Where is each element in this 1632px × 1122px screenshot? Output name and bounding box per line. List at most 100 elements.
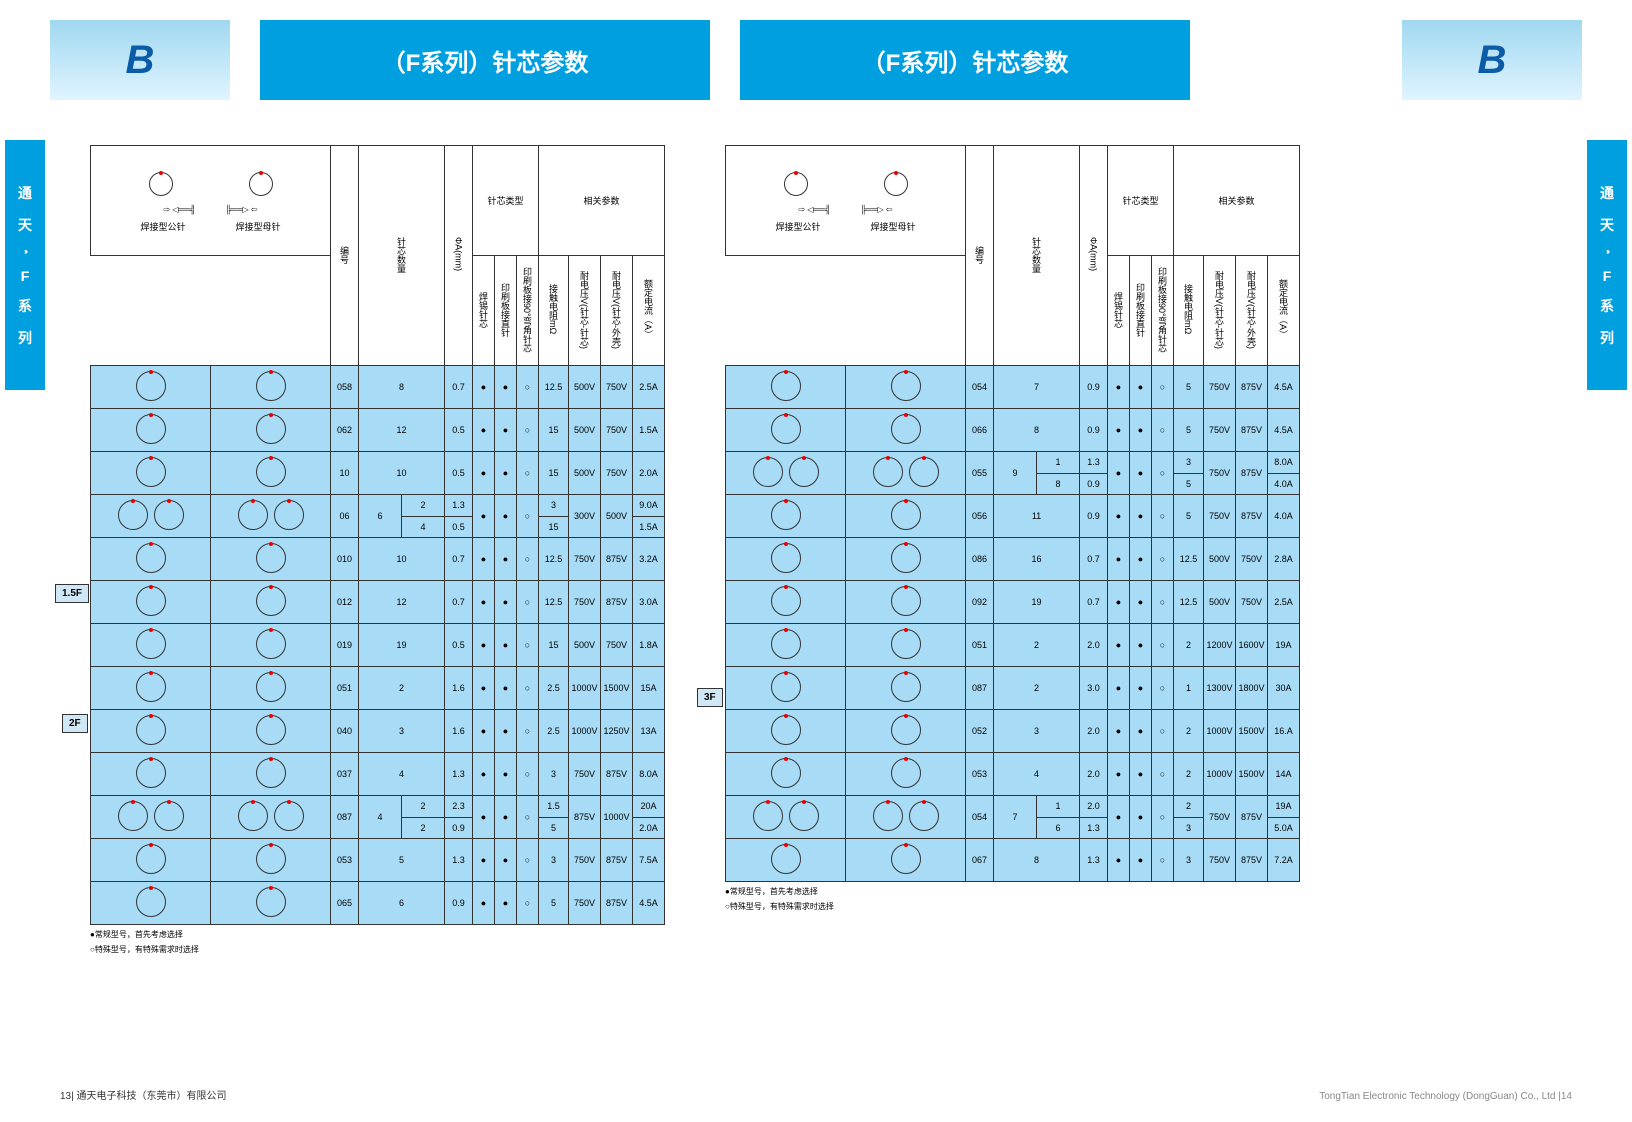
cell-p3: 875V <box>601 753 633 796</box>
cell-p2: 500V <box>569 452 601 495</box>
connector-icon <box>771 414 801 444</box>
diagram-cell <box>91 366 211 409</box>
cell-t1: ● <box>1108 839 1130 882</box>
cell-t2: ● <box>495 495 517 538</box>
diagram-cell <box>846 581 966 624</box>
cell-hao: 056 <box>966 495 994 538</box>
cell-v1: 300V <box>569 495 601 538</box>
cell-zx: 8 <box>994 409 1080 452</box>
diagram-cell <box>211 839 331 882</box>
cell-phi: 0.7 <box>445 538 473 581</box>
cell-zx: 2 <box>994 624 1080 667</box>
diagram-cell <box>91 624 211 667</box>
cell-r: 3 <box>1174 817 1204 839</box>
cell-zx: 9 <box>994 452 1037 495</box>
cell-p2: 750V <box>569 753 601 796</box>
cell-zx: 16 <box>994 538 1080 581</box>
banner-title-right: （F系列）针芯参数 <box>740 20 1190 100</box>
cell-phi: 2.0 <box>1080 753 1108 796</box>
cell-sub-phi: 2.0 <box>1080 796 1108 818</box>
diagram-cell <box>726 538 846 581</box>
cell-t2: ● <box>495 839 517 882</box>
cell-p4: 8.0A <box>633 753 665 796</box>
diagram-cell <box>726 452 846 495</box>
cell-p3: 750V <box>601 409 633 452</box>
cell-p3: 750V <box>601 624 633 667</box>
cell-zx: 19 <box>994 581 1080 624</box>
cell-t2: ● <box>1130 409 1152 452</box>
diagram-cell <box>91 581 211 624</box>
connector-icon <box>753 801 783 831</box>
cell-p1: 3 <box>1174 839 1204 882</box>
cell-t3: ○ <box>1152 495 1174 538</box>
cell-t2: ● <box>1130 495 1152 538</box>
cell-phi: 1.6 <box>445 667 473 710</box>
cell-t2: ● <box>1130 753 1152 796</box>
cell-phi: 0.5 <box>445 452 473 495</box>
cell-phi: 0.9 <box>445 882 473 925</box>
cell-sub-n: 2 <box>402 817 445 839</box>
cell-sub-phi: 1.3 <box>1080 817 1108 839</box>
cell-hao: 06 <box>331 495 359 538</box>
cell-zx: 19 <box>359 624 445 667</box>
connector-icon <box>789 457 819 487</box>
cell-t3: ○ <box>517 495 539 538</box>
group-type: 针芯类型 <box>473 146 539 256</box>
cell-sub-n: 8 <box>1037 473 1080 495</box>
cell-p4: 1.5A <box>633 409 665 452</box>
diagram-cell <box>91 667 211 710</box>
cell-a: 2.0A <box>633 817 665 839</box>
cell-t1: ● <box>473 882 495 925</box>
footer-right: TongTian Electronic Technology (DongGuan… <box>1319 1091 1572 1102</box>
connector-icon <box>909 801 939 831</box>
cell-a: 4.0A <box>1268 473 1300 495</box>
cell-p3: 875V <box>601 538 633 581</box>
diagram-cell <box>211 495 331 538</box>
connector-icon <box>136 844 166 874</box>
diagram-cell <box>726 409 846 452</box>
cell-zx: 7 <box>994 366 1080 409</box>
cell-p4: 3.2A <box>633 538 665 581</box>
right-content: ⇨ ◁══╣╠══▷ ⇦ 焊接型公针 焊接型母针 编号 针芯数量 ΦA(mm) … <box>725 145 1300 912</box>
cell-p3: 875V <box>1236 495 1268 538</box>
diagram-cell <box>211 409 331 452</box>
cell-sub-phi: 0.9 <box>445 817 473 839</box>
cell-t2: ● <box>495 753 517 796</box>
connector-icon <box>136 543 166 573</box>
cell-t3: ○ <box>517 839 539 882</box>
cell-p3: 750V <box>601 366 633 409</box>
connector-icon <box>771 672 801 702</box>
cell-t1: ● <box>473 667 495 710</box>
diagram-cell <box>846 409 966 452</box>
cell-p4: 19A <box>1268 624 1300 667</box>
cell-sub-n: 1 <box>1037 452 1080 474</box>
cell-t1: ● <box>1108 366 1130 409</box>
cell-p1: 5 <box>539 882 569 925</box>
cell-hao: 066 <box>966 409 994 452</box>
diagram-cell <box>91 796 211 839</box>
cell-hao: 054 <box>966 796 994 839</box>
connector-icon <box>771 371 801 401</box>
cell-t1: ● <box>473 581 495 624</box>
cell-t1: ● <box>473 538 495 581</box>
cell-t1: ● <box>1108 753 1130 796</box>
connector-icon <box>118 801 148 831</box>
logo-left: B <box>50 20 230 100</box>
connector-icon <box>118 500 148 530</box>
cell-t2: ● <box>495 710 517 753</box>
cell-t3: ○ <box>1152 667 1174 710</box>
connector-icon <box>136 457 166 487</box>
diagram-cell <box>846 796 966 839</box>
cell-p2: 750V <box>1204 409 1236 452</box>
cell-p4: 7.2A <box>1268 839 1300 882</box>
note-2r: ○特殊型号，有特殊需求时选择 <box>725 901 1300 912</box>
cell-t1: ● <box>1108 409 1130 452</box>
cell-phi: 0.5 <box>445 624 473 667</box>
cell-hao: 092 <box>966 581 994 624</box>
diagram-cell <box>726 366 846 409</box>
cell-t2: ● <box>495 366 517 409</box>
cell-phi: 3.0 <box>1080 667 1108 710</box>
cell-a: 1.5A <box>633 516 665 538</box>
cell-t3: ○ <box>1152 452 1174 495</box>
diagram-cell <box>91 882 211 925</box>
